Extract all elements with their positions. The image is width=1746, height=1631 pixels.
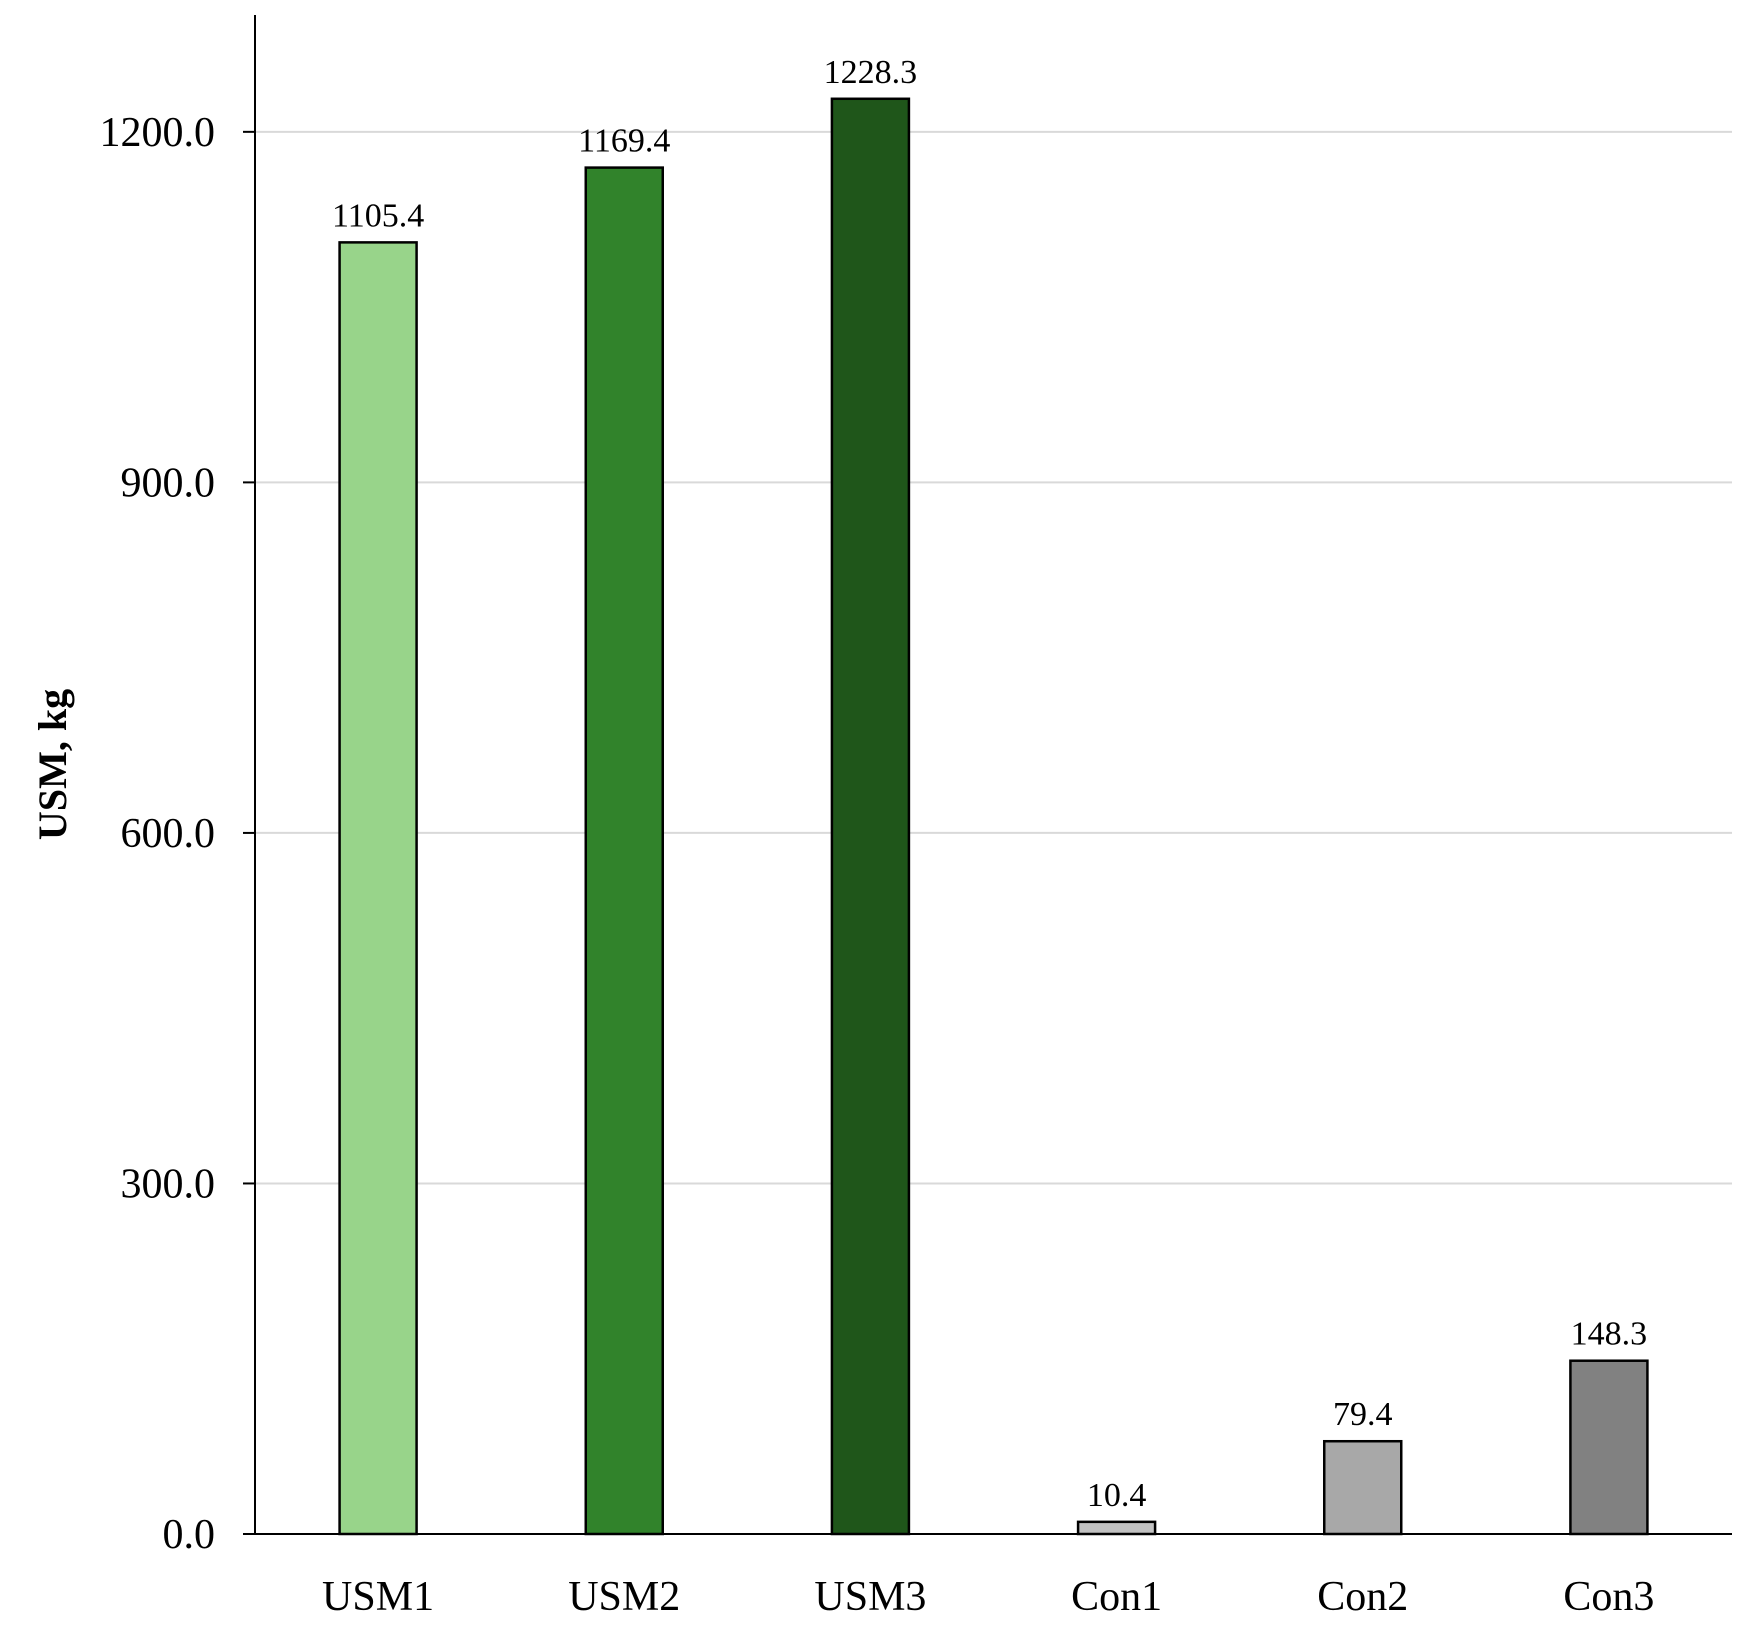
bar-usm1	[338, 241, 418, 1536]
y-ticks: 0.0 300.0 600.0 900.0 1200.0	[100, 110, 255, 1558]
data-labels: 1105.4 1169.4 1228.3 10.4 79.4 148.3	[332, 54, 1647, 1514]
grid-lines	[255, 130, 1732, 1185]
data-label-con2: 79.4	[1333, 1396, 1393, 1433]
data-label-usm2: 1169.4	[578, 123, 670, 160]
x-tick-label-con2: Con2	[1317, 1574, 1408, 1620]
x-tick-label-con3: Con3	[1563, 1574, 1654, 1620]
bars	[338, 97, 1649, 1536]
bar-usm2	[584, 166, 664, 1536]
y-tick-label: 300.0	[121, 1161, 216, 1207]
data-label-con3: 148.3	[1571, 1316, 1648, 1353]
x-tick-label-usm1: USM1	[322, 1574, 434, 1620]
y-tick-label: 600.0	[121, 811, 216, 857]
data-label-usm1: 1105.4	[332, 197, 424, 234]
x-tick-label-usm2: USM2	[568, 1574, 680, 1620]
axes	[254, 15, 1732, 1535]
x-tick-labels: USM1 USM2 USM3 Con1 Con2 Con3	[322, 1574, 1654, 1620]
bar-usm3	[830, 97, 911, 1536]
y-tick-label: 1200.0	[100, 110, 216, 156]
data-label-con1: 10.4	[1087, 1477, 1147, 1514]
y-tick-label: 0.0	[163, 1512, 216, 1558]
bar-con3	[1569, 1359, 1649, 1536]
bar-con1	[1076, 1520, 1157, 1536]
y-axis-title: USM, kg	[30, 689, 75, 840]
data-label-usm3: 1228.3	[824, 54, 918, 91]
bar-con2	[1323, 1439, 1403, 1536]
x-tick-label-usm3: USM3	[814, 1574, 926, 1620]
y-tick-label: 900.0	[121, 460, 216, 506]
x-tick-label-con1: Con1	[1071, 1574, 1162, 1620]
